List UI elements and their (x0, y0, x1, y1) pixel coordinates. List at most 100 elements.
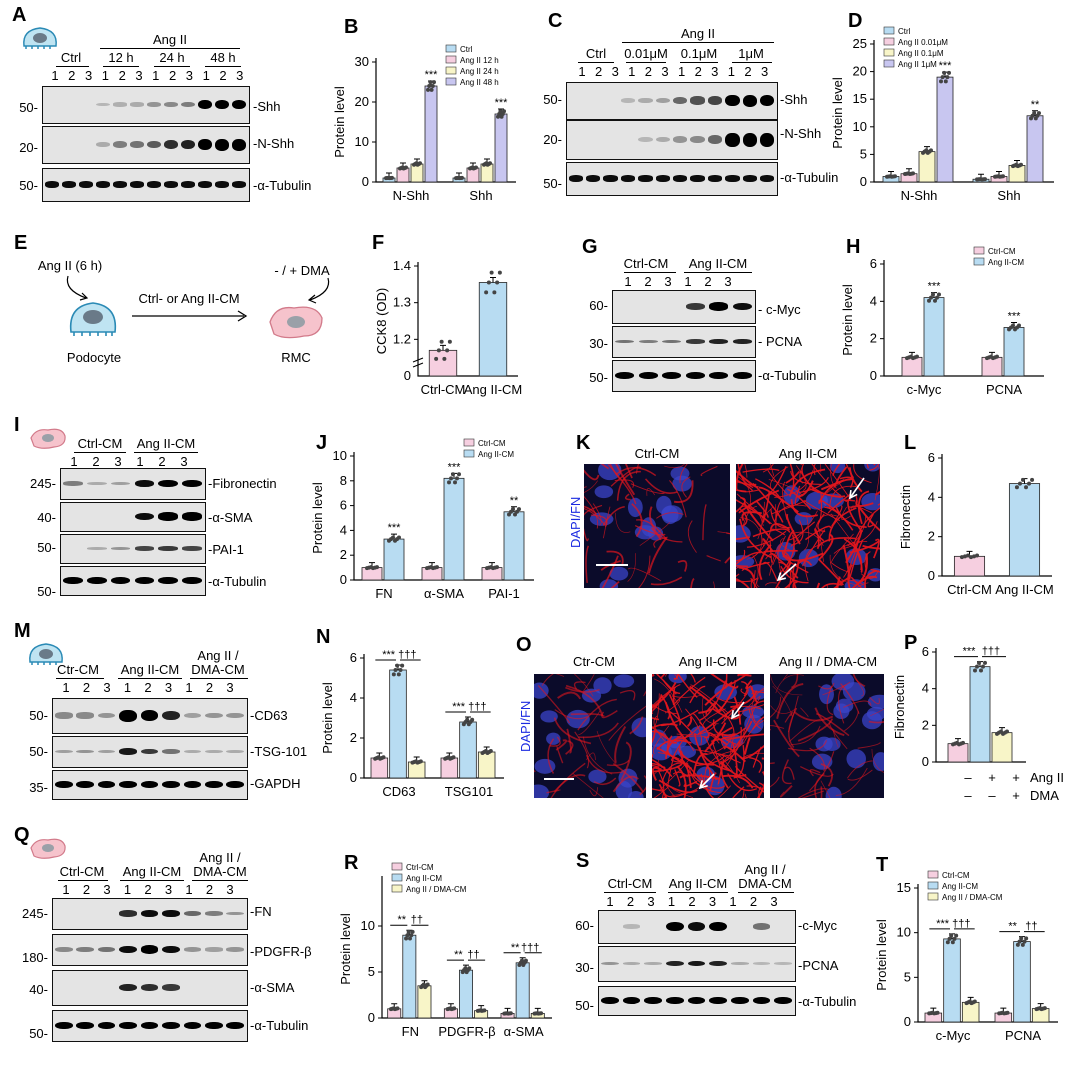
fibronectin-fiber (752, 746, 762, 768)
significance-label: *** (382, 649, 396, 661)
fibronectin-fiber (830, 513, 860, 552)
fibronectin-fiber (757, 501, 765, 540)
fibronectin-fiber (740, 517, 764, 547)
error-bar (440, 344, 446, 351)
fibronectin-fiber (584, 504, 603, 520)
fibronectin-fiber (835, 579, 863, 588)
lane-number: 1 (185, 680, 193, 695)
panel-label-o: O (516, 634, 532, 656)
lane-number: 3 (164, 680, 173, 695)
data-point (393, 668, 398, 672)
fibronectin-fiber (585, 545, 590, 584)
legend-swatch (445, 44, 457, 53)
blot-band (622, 924, 641, 929)
blot-band (205, 749, 223, 754)
fibronectin-fiber (652, 717, 660, 721)
m-group-ctr: Ctr-CM (57, 662, 99, 677)
fibronectin-fiber (546, 789, 561, 794)
fibronectin-fiber (615, 512, 631, 533)
p-x-label-dma: DMA (1030, 788, 1059, 803)
data-point (474, 165, 478, 170)
blot-band (164, 181, 179, 188)
fibronectin-fiber (679, 464, 688, 484)
x-category-label: Ang II-CM (464, 382, 523, 397)
fibronectin-fiber (705, 734, 720, 744)
fibronectin-fiber (770, 725, 785, 731)
data-point (434, 356, 439, 361)
blot-band (226, 749, 245, 754)
lane-number: 2 (168, 68, 177, 83)
o-image-angii (652, 674, 764, 798)
fibronectin-fiber (826, 478, 851, 494)
lane-number: 1 (123, 882, 132, 897)
fibronectin-fiber (652, 730, 671, 746)
significance-label: †† (1025, 921, 1037, 933)
bar (1003, 327, 1025, 377)
blot-band (644, 996, 663, 1005)
significance-label: *** (1008, 310, 1022, 322)
a-mw-3: 50- (19, 178, 38, 193)
fibronectin-fiber (817, 493, 823, 524)
data-point (961, 740, 965, 745)
lane-number: 2 (82, 882, 91, 897)
blot-band (725, 175, 740, 182)
bar (478, 282, 508, 377)
fibronectin-fiber (692, 713, 706, 731)
blot-band (112, 181, 127, 188)
bar (410, 163, 424, 183)
s-mw-3: 50- (575, 998, 594, 1013)
fibronectin-fiber (864, 551, 871, 571)
i-row-fn: -Fibronectin (208, 476, 277, 491)
fibronectin-fiber (677, 724, 701, 739)
fibronectin-fiber (745, 679, 753, 690)
significance-label: *** (425, 69, 439, 81)
legend-swatch (883, 26, 895, 35)
m-group-angii-dma2: DMA-CM (191, 662, 245, 677)
m-row-cd63: -CD63 (250, 708, 288, 723)
lane-number: 1 (606, 894, 614, 909)
error-bar (490, 277, 496, 283)
nucleus (867, 694, 884, 709)
data-point (1005, 729, 1009, 734)
data-point (398, 668, 403, 672)
fibronectin-fiber (730, 732, 736, 762)
blot-band (119, 1021, 137, 1030)
fibronectin-fiber (780, 565, 809, 584)
fibronectin-fiber (773, 719, 800, 758)
c-row-shh: -Shh (780, 92, 808, 107)
y-tick-label: 0 (928, 568, 935, 583)
fibronectin-fiber (762, 464, 774, 473)
lane-number: 2 (749, 894, 758, 909)
blot-band (181, 101, 196, 108)
fibronectin-fiber (791, 674, 799, 689)
significance-label: ** (1031, 99, 1040, 111)
q-group-angii-dma2: DMA-CM (193, 864, 247, 879)
q-row-pdgfrb: -PDGFR-β (250, 944, 312, 959)
k-title-ctrl: Ctrl-CM (634, 446, 680, 461)
blot-band (129, 102, 144, 107)
data-point (962, 554, 967, 559)
fibronectin-fiber (720, 736, 731, 748)
blot-band (183, 780, 202, 789)
y-tick-label: 6 (870, 256, 877, 271)
nucleus (661, 505, 683, 523)
fibronectin-fiber (674, 735, 709, 740)
fibronectin-fiber (770, 466, 789, 490)
fibronectin-fiber (851, 575, 878, 588)
fibronectin-fiber (802, 529, 826, 567)
fibronectin-fiber (672, 771, 689, 778)
y-tick-label: 4 (922, 681, 929, 696)
bar (515, 962, 530, 1019)
a-row-shh: -Shh (253, 99, 281, 114)
blot-band (63, 481, 83, 486)
data-point (520, 958, 525, 963)
panel-label-d: D (848, 10, 863, 32)
fibronectin-fiber (740, 506, 764, 526)
lane-number: 3 (708, 894, 717, 909)
m-blot-cd63 (52, 698, 248, 734)
legend-swatch (883, 59, 895, 68)
bar (459, 721, 477, 779)
data-point (945, 940, 950, 945)
data-point (1024, 936, 1029, 941)
blot-band (709, 371, 729, 380)
